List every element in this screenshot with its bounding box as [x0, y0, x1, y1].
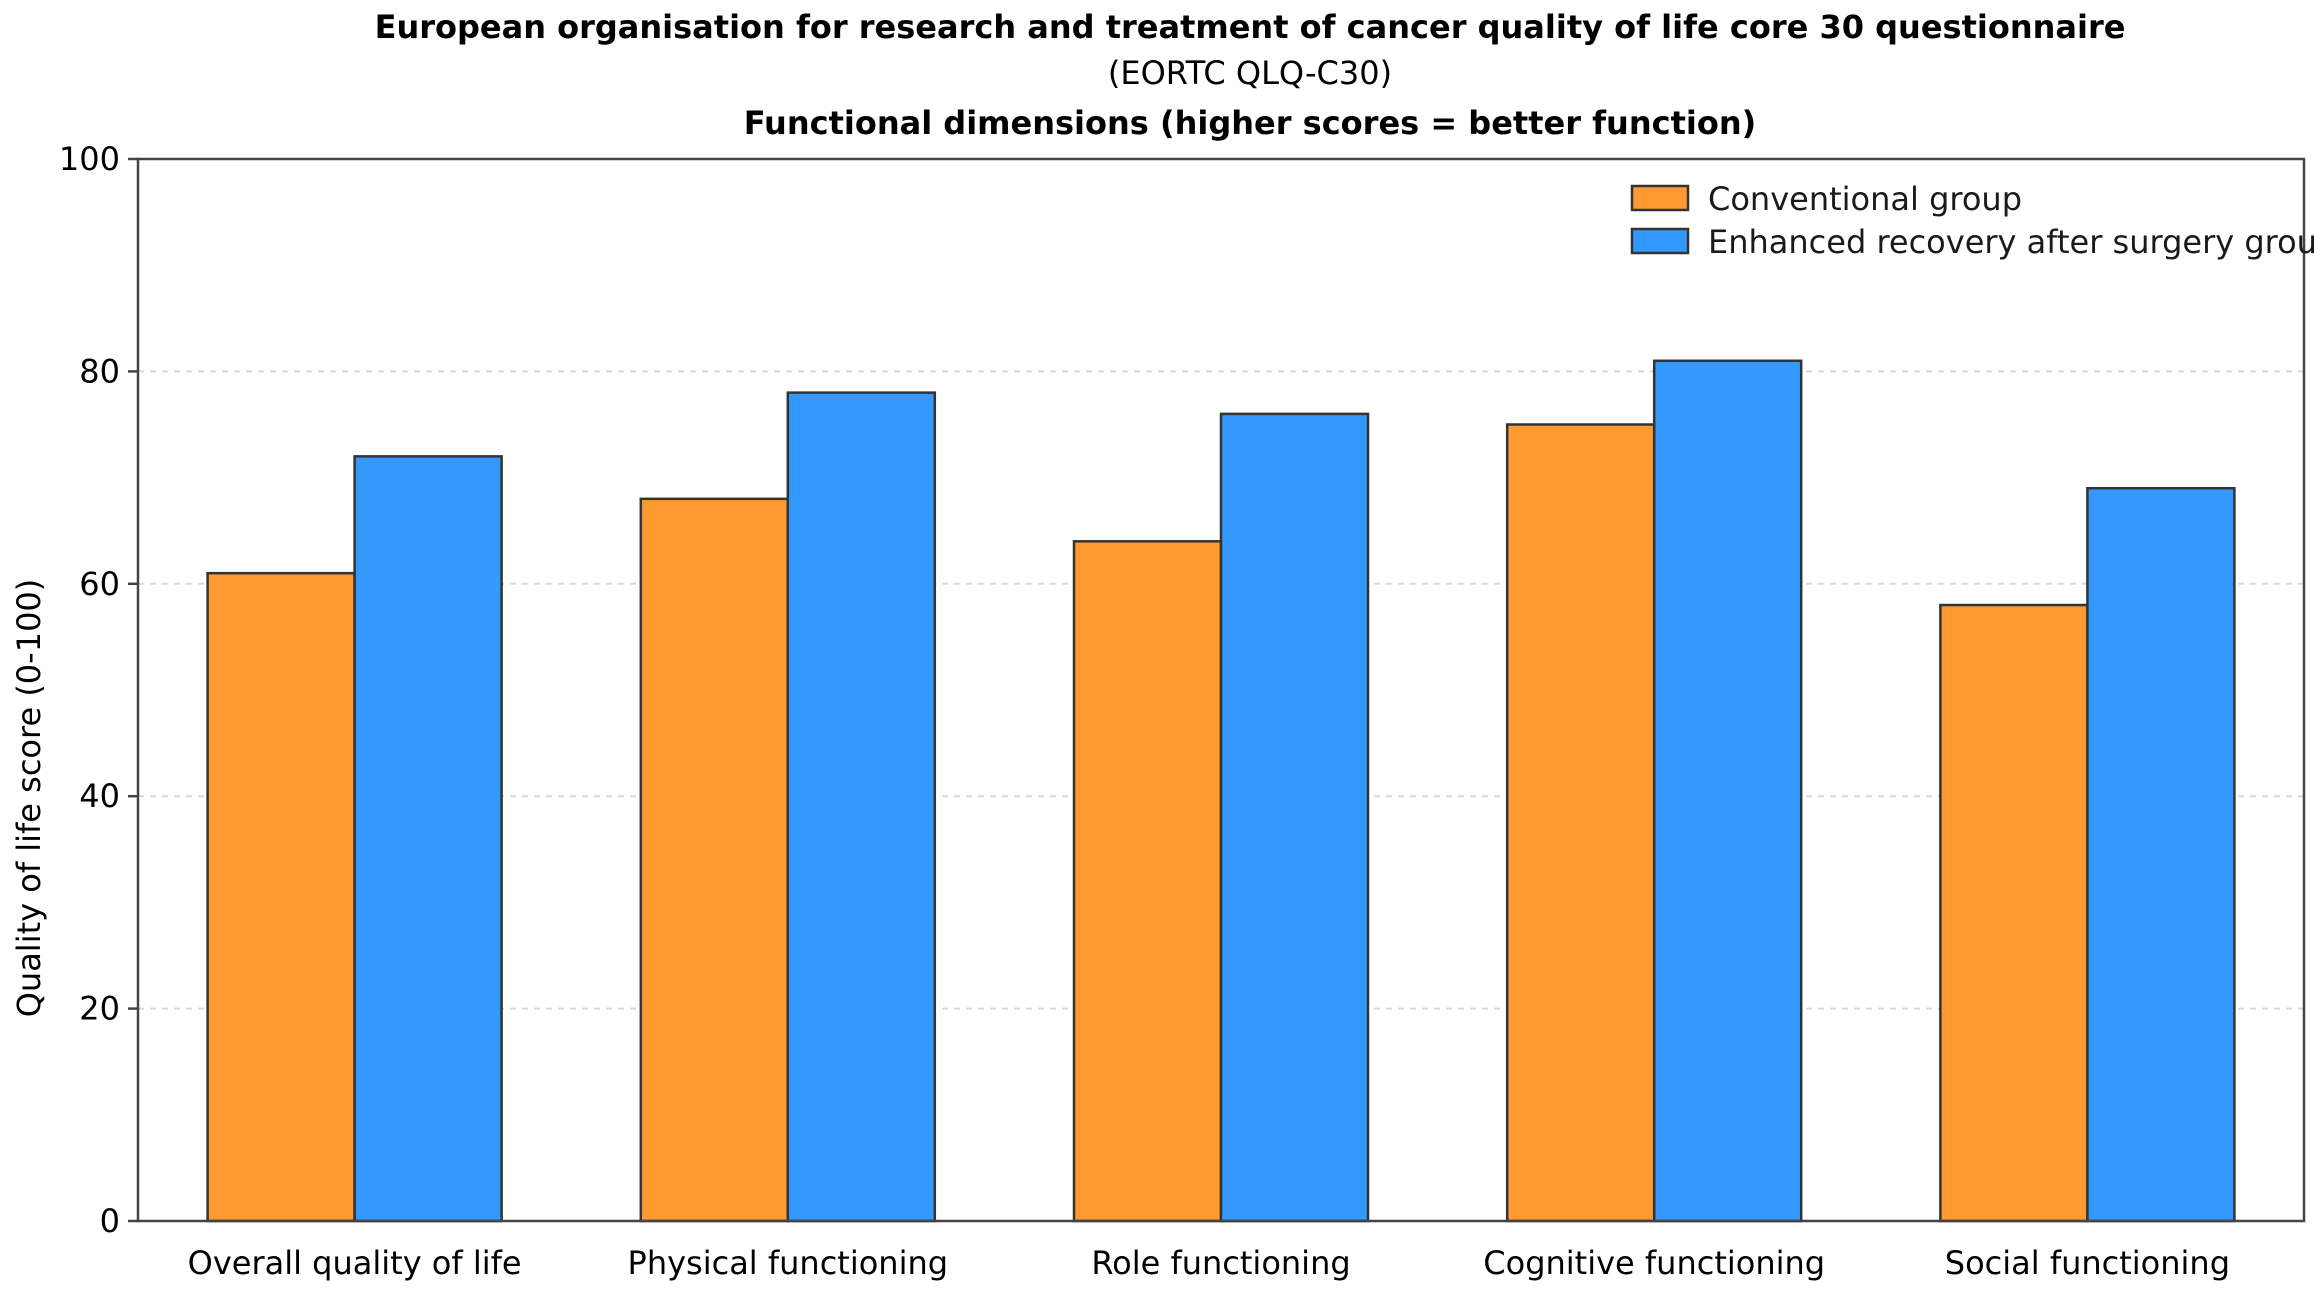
bar-conventional-4 [1939, 603, 2089, 1223]
bar-eras-2 [1219, 412, 1370, 1223]
legend-label-eras: Enhanced recovery after surgery group [1708, 223, 2315, 261]
legend-swatch-eras [1630, 227, 1690, 255]
x-tick-labels: Overall quality of life Physical function… [188, 1244, 2230, 1282]
axis-layer [136, 157, 2306, 1223]
bar-conventional-3 [1505, 423, 1656, 1223]
chart-subtitle: (EORTC QLQ-C30) [1108, 54, 1392, 92]
legend-label-conventional: Conventional group [1708, 180, 2022, 218]
legend: Conventional group Enhanced recovery aft… [1630, 180, 2315, 261]
chart-subtitle-2: Functional dimensions (higher scores = b… [744, 104, 1756, 142]
x-tick-label-2: Role functioning [1091, 1244, 1350, 1282]
y-axis-label: Quality of life score (0-100) [10, 579, 48, 1018]
y-tick-labels: 0 20 40 60 80 100 [59, 140, 138, 1240]
bar-conventional-1 [639, 497, 790, 1223]
y-tick-label-100: 100 [59, 140, 120, 178]
y-tick-label-0: 0 [100, 1202, 120, 1240]
chart-title: European organisation for research and t… [375, 8, 2126, 46]
y-tick-label-80: 80 [79, 352, 120, 390]
x-tick-label-1: Physical functioning [628, 1244, 949, 1282]
bar-eras-0 [353, 455, 503, 1223]
x-tick-label-4: Social functioning [1945, 1244, 2230, 1282]
bar-eras-3 [1652, 359, 1803, 1223]
bars-layer [206, 359, 2236, 1223]
y-tick-label-20: 20 [79, 990, 120, 1028]
bar-eras-4 [2086, 486, 2236, 1223]
bar-conventional-2 [1072, 540, 1223, 1223]
bar-conventional-0 [206, 571, 356, 1223]
legend-swatch-conventional [1630, 184, 1690, 212]
bar-eras-1 [786, 391, 937, 1223]
y-tick-label-60: 60 [79, 565, 120, 603]
x-tick-label-0: Overall quality of life [188, 1244, 522, 1282]
plot-frame [136, 157, 2306, 1223]
x-tick-label-3: Cognitive functioning [1483, 1244, 1825, 1282]
y-tick-label-40: 40 [79, 777, 120, 815]
